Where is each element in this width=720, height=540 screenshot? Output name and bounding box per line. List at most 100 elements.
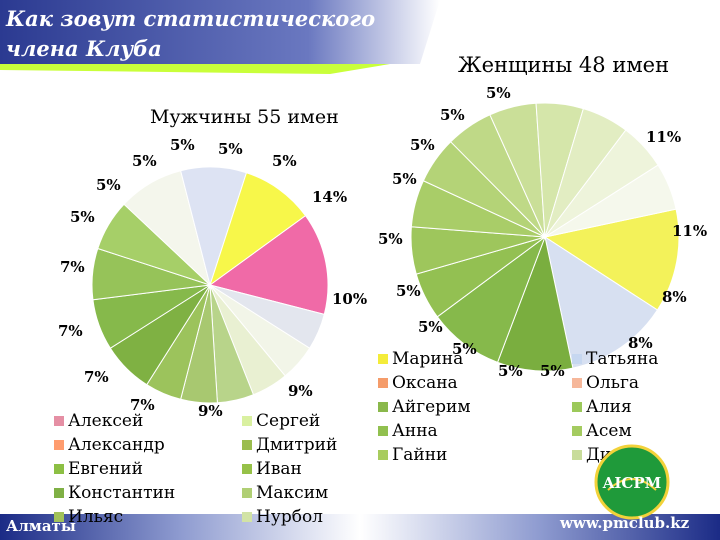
legend-label: Ильяс bbox=[68, 507, 124, 527]
legend-swatch bbox=[242, 512, 252, 522]
men-legend-item: Ильяс bbox=[54, 506, 123, 528]
women-slice-label: 5% bbox=[392, 170, 417, 188]
men-slice-label: 5% bbox=[70, 208, 95, 226]
men-chart-title: Мужчины 55 имен bbox=[150, 106, 339, 128]
women-slice-label: 5% bbox=[498, 362, 523, 380]
women-slice-label: 5% bbox=[396, 282, 421, 300]
men-legend-item: Нурбол bbox=[242, 506, 323, 528]
legend-label: Асем bbox=[586, 421, 632, 441]
men-slice-label: 7% bbox=[58, 322, 83, 340]
men-slice-label: 9% bbox=[198, 402, 223, 420]
men-legend-item: Евгений bbox=[54, 458, 143, 480]
legend-swatch bbox=[54, 416, 64, 426]
women-slice-label: 5% bbox=[378, 230, 403, 248]
men-legend-item: Александр bbox=[54, 434, 165, 456]
legend-label: Сергей bbox=[256, 411, 321, 431]
legend-label: Иван bbox=[256, 459, 302, 479]
legend-swatch bbox=[242, 416, 252, 426]
men-legend-item: Константин bbox=[54, 482, 175, 504]
legend-swatch bbox=[572, 378, 582, 388]
women-legend-item: Оксана bbox=[378, 372, 458, 394]
footer-bar bbox=[0, 514, 720, 540]
title-banner bbox=[0, 0, 440, 64]
club-logo: AICPM bbox=[594, 444, 670, 520]
women-slice-label: 5% bbox=[540, 362, 565, 380]
women-legend-item: Алия bbox=[572, 396, 632, 418]
legend-swatch bbox=[378, 426, 388, 436]
legend-label: Айгерим bbox=[392, 397, 471, 417]
legend-swatch bbox=[54, 488, 64, 498]
legend-swatch bbox=[242, 440, 252, 450]
legend-swatch bbox=[242, 488, 252, 498]
logo-text: AICPM bbox=[602, 474, 661, 492]
women-legend-item: Марина bbox=[378, 348, 463, 370]
men-slice-label: 5% bbox=[272, 152, 297, 170]
men-slice-label: 10% bbox=[332, 290, 368, 308]
men-slice-label: 5% bbox=[96, 176, 121, 194]
women-slice-label: 8% bbox=[662, 288, 687, 306]
legend-swatch bbox=[572, 450, 582, 460]
legend-label: Максим bbox=[256, 483, 329, 503]
legend-label: Александр bbox=[68, 435, 165, 455]
legend-label: Татьяна bbox=[586, 349, 659, 369]
footer-url[interactable]: www.pmclub.kz bbox=[560, 514, 690, 532]
legend-swatch bbox=[54, 464, 64, 474]
legend-label: Ольга bbox=[586, 373, 640, 393]
legend-label: Анна bbox=[392, 421, 438, 441]
legend-label: Нурбол bbox=[256, 507, 323, 527]
women-slice-label: 5% bbox=[418, 318, 443, 336]
women-pie-slice bbox=[544, 235, 659, 369]
men-pie-chart bbox=[91, 166, 329, 404]
legend-swatch bbox=[54, 512, 64, 522]
legend-label: Оксана bbox=[392, 373, 458, 393]
men-legend-item: Иван bbox=[242, 458, 302, 480]
slide-title: Как зовут статистического члена Клуба bbox=[6, 6, 376, 61]
legend-label: Гайни bbox=[392, 445, 448, 465]
men-legend-item: Дмитрий bbox=[242, 434, 337, 456]
men-slice-label: 9% bbox=[288, 382, 313, 400]
legend-swatch bbox=[572, 426, 582, 436]
legend-swatch bbox=[378, 450, 388, 460]
women-legend-item: Гайни bbox=[378, 444, 447, 466]
men-slice-label: 5% bbox=[218, 140, 243, 158]
legend-label: Евгений bbox=[68, 459, 143, 479]
men-slice-label: 14% bbox=[312, 188, 348, 206]
women-slice-label: 5% bbox=[452, 340, 477, 358]
men-slice-label: 7% bbox=[60, 258, 85, 276]
legend-swatch bbox=[378, 402, 388, 412]
legend-label: Алия bbox=[586, 397, 632, 417]
women-legend-item: Ольга bbox=[572, 372, 639, 394]
legend-swatch bbox=[54, 440, 64, 450]
legend-label: Алексей bbox=[68, 411, 144, 431]
men-slice-label: 7% bbox=[84, 368, 109, 386]
women-slice-label: 5% bbox=[486, 84, 511, 102]
men-legend-item: Алексей bbox=[54, 410, 143, 432]
legend-label: Дмитрий bbox=[256, 435, 338, 455]
women-chart-title: Женщины 48 имен bbox=[458, 53, 670, 77]
men-pie-slice bbox=[209, 172, 307, 287]
men-legend-item: Сергей bbox=[242, 410, 320, 432]
legend-swatch bbox=[378, 354, 388, 364]
legend-swatch bbox=[378, 378, 388, 388]
men-legend-item: Максим bbox=[242, 482, 328, 504]
women-legend-item: Асем bbox=[572, 420, 632, 442]
women-legend-item: Татьяна bbox=[572, 348, 658, 370]
title-accent-stripe bbox=[0, 64, 390, 74]
women-slice-label: 8% bbox=[628, 334, 653, 352]
women-pie-slice bbox=[543, 208, 680, 311]
women-pie-slice bbox=[544, 164, 677, 238]
men-slice-label: 7% bbox=[130, 396, 155, 414]
footer-city: Алматы bbox=[6, 517, 76, 535]
women-legend-item: Айгерим bbox=[378, 396, 471, 418]
legend-label: Марина bbox=[392, 349, 464, 369]
women-pie-chart bbox=[410, 102, 680, 372]
women-slice-label: 11% bbox=[672, 222, 708, 240]
men-slice-label: 5% bbox=[170, 136, 195, 154]
women-slice-label: 11% bbox=[646, 128, 682, 146]
women-slice-label: 5% bbox=[410, 136, 435, 154]
women-legend-item: Анна bbox=[378, 420, 438, 442]
women-slice-label: 5% bbox=[440, 106, 465, 124]
legend-swatch bbox=[242, 464, 252, 474]
men-pie-slice bbox=[208, 214, 329, 315]
